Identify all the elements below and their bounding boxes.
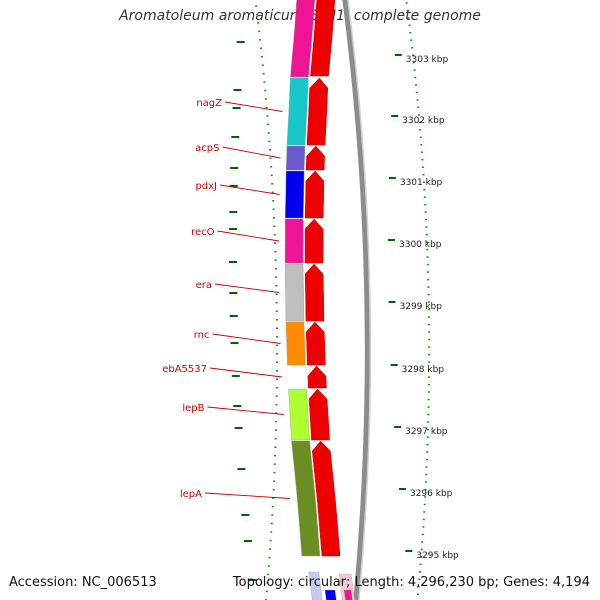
gene-label-era: era: [196, 280, 212, 291]
cog-block-rnc: [285, 321, 306, 366]
cog-block-recO: [284, 218, 304, 264]
leader-rnc: [212, 333, 281, 344]
topology-text: Topology: circular; Length: 4,296,230 bp…: [232, 575, 590, 590]
gc-ring-dots: [254, 0, 279, 600]
gene-label-ebA5537: ebA5537: [162, 364, 207, 375]
leader-ebA5537: [209, 367, 282, 378]
fragment-blue: [324, 589, 337, 600]
cds-arrow-nagZ: [306, 77, 329, 146]
backbone-highlight: [347, 0, 372, 600]
tick-label-3303: 3303 kbp: [406, 55, 449, 65]
tick-dotted-ring: [405, 0, 431, 600]
cds-feature-track: [304, 0, 341, 557]
cog-block-lepA: [291, 440, 321, 557]
tick-label-3300: 3300 kbp: [399, 240, 442, 250]
gene-label-acpS: acpS: [195, 143, 219, 154]
tick-label-3298: 3298 kbp: [402, 365, 445, 375]
cds-arrow-lepA: [312, 440, 341, 557]
gene-label-pdxJ: pdxJ: [195, 181, 217, 192]
cds-arrow-era: [304, 263, 325, 322]
leader-recO: [217, 230, 280, 242]
accession-text: Accession: NC_006513: [9, 575, 157, 590]
fragment-lavender: [308, 571, 323, 600]
tick-label-layer: 3303 kbp 3302 kbp 3301 kbp 3300 kbp 3299 kbp…: [388, 54, 459, 561]
tick-label-3302: 3302 kbp: [402, 116, 445, 126]
cog-block-acpS: [285, 145, 306, 171]
leader-acpS: [222, 146, 281, 159]
tick-label-3297: 3297 kbp: [405, 427, 448, 437]
tick-ring-dots: [405, 0, 431, 600]
cds-arrow-acpS: [305, 145, 325, 171]
cog-block-nagZ: [286, 77, 309, 146]
cog-block-lepB: [288, 388, 310, 441]
cog-feature-track: [284, 0, 321, 557]
leader-pdxJ: [219, 184, 280, 195]
gene-label-nagZ: nagZ: [196, 98, 222, 109]
gene-label-layer: nagZ acpS pdxJ recO era rnc ebA5537 lepB lepA: [162, 98, 291, 500]
tick-label-3301: 3301 kbp: [400, 178, 443, 188]
backbone-arc: [342, 0, 370, 600]
cds-arrow-rnc: [305, 321, 326, 366]
cds-arrow-ebA5537: [307, 365, 327, 389]
leader-nagZ: [224, 101, 283, 112]
tick-label-3295: 3295 kbp: [416, 551, 459, 561]
gene-label-recO: recO: [191, 227, 215, 238]
cds-arrow-top: [310, 0, 336, 77]
cds-arrow-pdxJ: [304, 170, 325, 219]
edge-feature-fragments: [308, 571, 355, 600]
tick-label-3299: 3299 kbp: [400, 302, 443, 312]
cog-block-pdxJ: [284, 170, 305, 219]
leader-era: [214, 283, 280, 293]
cog-block-era: [284, 263, 305, 322]
gene-label-rnc: rnc: [194, 330, 210, 341]
leader-lepB: [207, 406, 284, 415]
cds-arrow-lepB: [308, 388, 330, 441]
backbone-ring: [342, 0, 372, 600]
tick-label-3296: 3296 kbp: [410, 489, 453, 499]
leader-lepA: [204, 492, 291, 499]
gc-dotted-ring: [229, 0, 279, 600]
gene-label-lepB: lepB: [182, 403, 204, 414]
cds-arrow-recO: [304, 218, 324, 264]
gene-label-lepA: lepA: [180, 489, 202, 500]
cog-block-top: [290, 0, 316, 78]
